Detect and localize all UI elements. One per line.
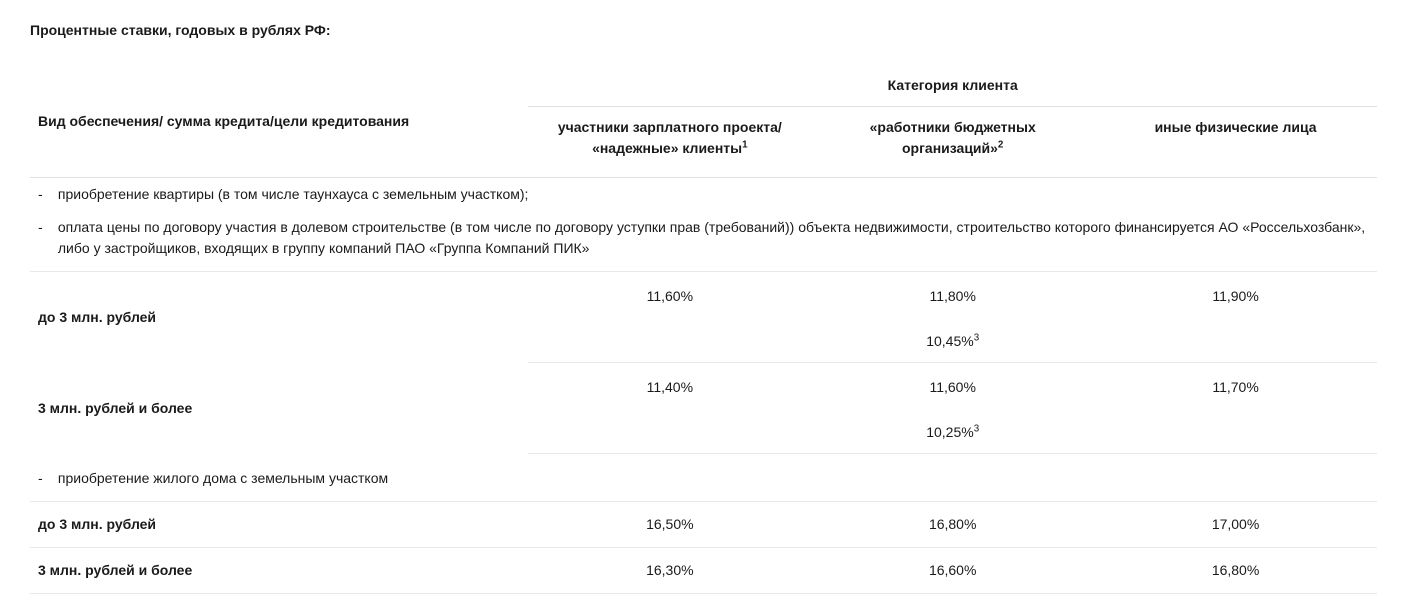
header-category-group: Категория клиента xyxy=(528,65,1377,107)
section1-item1-text: приобретение квартиры (в том числе таунх… xyxy=(58,184,1369,205)
rows1-r2-sub-val: 10,25% xyxy=(926,424,973,440)
bullet-dash: - xyxy=(38,468,54,489)
header-sub1-line2: «надежные» клиенты xyxy=(592,140,742,156)
rows1-r2-sub-sup: 3 xyxy=(974,423,979,434)
rows2-r1-c1: 16,50% xyxy=(528,502,811,548)
section1-bullet-1: - приобретение квартиры (в том числе тау… xyxy=(30,178,1377,212)
section2-item1-text: приобретение жилого дома с земельным уча… xyxy=(58,468,1369,489)
rates-table: Вид обеспечения/ сумма кредита/цели кред… xyxy=(30,65,1377,594)
rows1-r2-c3: 11,70% xyxy=(1094,363,1377,413)
rows1-r1-c1: 11,60% xyxy=(528,272,811,322)
rows2-r1-c2: 16,80% xyxy=(811,502,1094,548)
section2-bullet-1: - приобретение жилого дома с земельным у… xyxy=(30,454,1377,502)
section1-bullet-2: - оплата цены по договору участия в доле… xyxy=(30,211,1377,272)
rows1-row1: до 3 млн. рублей 11,60% 11,80% 11,90% xyxy=(30,272,1377,322)
header-sub-other: иные физические лица xyxy=(1094,107,1377,178)
rows1-r2-c2: 11,60% xyxy=(811,363,1094,413)
header-sub-budget: «работники бюджетных организаций»2 xyxy=(811,107,1094,178)
section1-item2-text: оплата цены по договору участия в долево… xyxy=(58,217,1369,259)
rows1-r1-sub-sup: 3 xyxy=(974,332,979,343)
header-sub2-sup: 2 xyxy=(998,139,1003,150)
rows1-r1-sub-val: 10,45% xyxy=(926,333,973,349)
header-sub2-text: «работники бюджетных организаций» xyxy=(870,119,1036,156)
bullet-dash: - xyxy=(38,184,54,205)
header-sub-salary: участники зарплатного проекта/ «надежные… xyxy=(528,107,811,178)
bullet-dash: - xyxy=(38,217,54,238)
rows1-r2-c1: 11,40% xyxy=(528,363,811,413)
rows2-r1-label: до 3 млн. рублей xyxy=(30,502,528,548)
rows2-r2-label: 3 млн. рублей и более xyxy=(30,548,528,594)
rows2-r2-c2: 16,60% xyxy=(811,548,1094,594)
header-sub1-line1: участники зарплатного проекта/ xyxy=(558,119,782,135)
rows1-r1-c3: 11,90% xyxy=(1094,272,1377,322)
rows2-r2-c3: 16,80% xyxy=(1094,548,1377,594)
rows1-row2: 3 млн. рублей и более 11,40% 11,60% 11,7… xyxy=(30,363,1377,413)
rows1-r1-c2: 11,80% xyxy=(811,272,1094,322)
rows2-row1: до 3 млн. рублей 16,50% 16,80% 17,00% xyxy=(30,502,1377,548)
page-title: Процентные ставки, годовых в рублях РФ: xyxy=(30,20,1377,41)
rows2-r2-c1: 16,30% xyxy=(528,548,811,594)
header-main: Вид обеспечения/ сумма кредита/цели кред… xyxy=(30,65,528,178)
header-sub1-sup: 1 xyxy=(742,139,747,150)
rows2-r1-c3: 17,00% xyxy=(1094,502,1377,548)
rows2-row2: 3 млн. рублей и более 16,30% 16,60% 16,8… xyxy=(30,548,1377,594)
rows1-r1-label: до 3 млн. рублей xyxy=(30,272,528,363)
rows1-r2-label: 3 млн. рублей и более xyxy=(30,363,528,454)
